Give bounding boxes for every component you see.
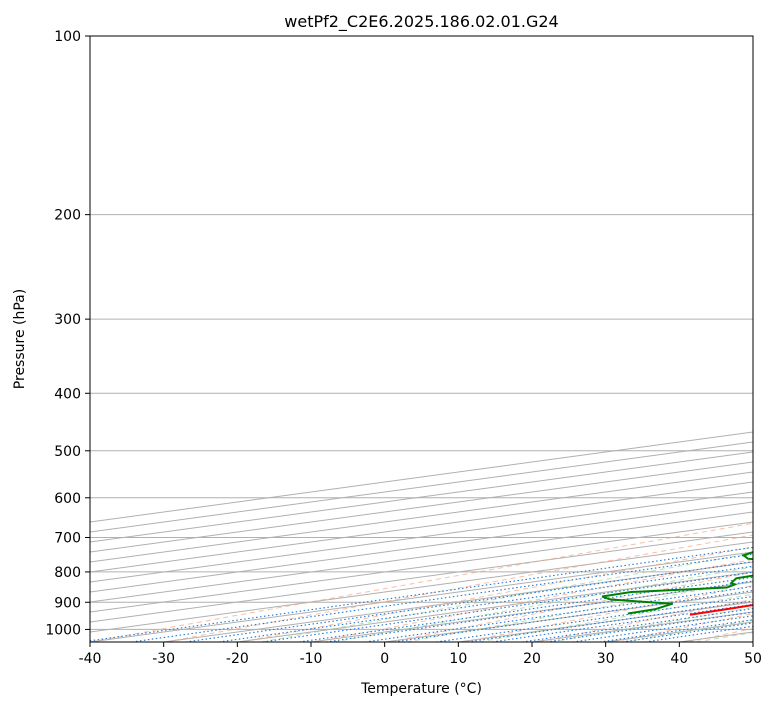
moist-adiabat bbox=[261, 552, 753, 642]
isotherm-line bbox=[310, 581, 753, 642]
x-tick-label: 30 bbox=[597, 651, 615, 667]
plot-frame bbox=[89, 35, 754, 643]
isotherm-line bbox=[531, 611, 753, 642]
isotherm-line bbox=[90, 531, 753, 623]
isotherm-line bbox=[384, 591, 753, 642]
mixing-ratio-line bbox=[645, 625, 753, 642]
x-tick-label: -30 bbox=[152, 651, 175, 667]
isotherm-line bbox=[90, 521, 753, 613]
dry-adiabat bbox=[613, 613, 753, 642]
dry-adiabat bbox=[763, 36, 775, 642]
moist-adiabat bbox=[333, 566, 753, 642]
isotherm-line bbox=[605, 621, 753, 642]
x-tick-label: -20 bbox=[226, 651, 249, 667]
dry-adiabat bbox=[239, 546, 753, 642]
isotherm-line bbox=[90, 511, 753, 603]
y-tick-label: 700 bbox=[54, 531, 81, 547]
x-tick-label: 0 bbox=[380, 651, 389, 667]
series-group bbox=[601, 551, 753, 616]
isotherm-line bbox=[90, 551, 753, 642]
x-axis: -40 -30 -20 -10 0 10 20 30 40 50 bbox=[79, 642, 762, 667]
dry-adiabat bbox=[538, 598, 753, 642]
dry-adiabat bbox=[464, 585, 753, 642]
y-tick-label: 500 bbox=[54, 444, 81, 460]
x-tick-label: -10 bbox=[300, 651, 323, 667]
y-tick-label: 900 bbox=[54, 595, 81, 611]
isotherm-line bbox=[752, 641, 753, 642]
x-tick-label: 10 bbox=[449, 651, 467, 667]
isotherm-line bbox=[90, 481, 753, 573]
isotherm-line bbox=[90, 491, 753, 583]
x-tick-label: 50 bbox=[744, 651, 762, 667]
dry-adiabat bbox=[90, 522, 753, 642]
background-lines bbox=[90, 36, 775, 642]
mixing-ratio-line bbox=[467, 600, 753, 642]
y-tick-label: 400 bbox=[54, 386, 81, 402]
isotherm-line bbox=[90, 501, 753, 593]
moist-adiabat bbox=[623, 619, 753, 642]
dewpoint-line bbox=[601, 551, 753, 615]
x-tick-label: 40 bbox=[670, 651, 688, 667]
dry-adiabat bbox=[389, 571, 753, 642]
isotherm-line bbox=[90, 461, 753, 553]
mixing-ratio-line bbox=[436, 595, 753, 642]
x-tick-label: 20 bbox=[523, 651, 541, 667]
mixing-ratio-line bbox=[492, 603, 753, 642]
y-axis-label: Pressure (hPa) bbox=[12, 289, 28, 389]
y-tick-label: 200 bbox=[54, 208, 81, 224]
y-tick-label: 100 bbox=[54, 29, 81, 45]
y-tick-label: 300 bbox=[54, 312, 81, 328]
isotherm-line bbox=[90, 431, 753, 523]
y-tick-label: 800 bbox=[54, 565, 81, 581]
moist-adiabat bbox=[478, 593, 753, 642]
y-axis: 100 200 300 400 500 600 700 800 900 1000 bbox=[45, 29, 90, 638]
isotherm-line bbox=[90, 451, 753, 543]
y-tick-label: 1000 bbox=[45, 622, 81, 638]
isotherm-line bbox=[90, 441, 753, 533]
isotherm-line bbox=[90, 471, 753, 563]
dry-adiabat bbox=[314, 558, 753, 642]
temperature-line bbox=[689, 603, 753, 616]
mixing-ratio-line bbox=[131, 553, 753, 642]
plot-area bbox=[90, 36, 775, 642]
moist-adiabat bbox=[696, 632, 753, 642]
x-tick-label: -40 bbox=[79, 651, 102, 667]
y-tick-label: 600 bbox=[54, 491, 81, 507]
mixing-ratio-line bbox=[522, 608, 753, 642]
mixing-ratio-line bbox=[546, 611, 753, 642]
mixing-ratio-line bbox=[90, 546, 753, 642]
chart-title: wetPf2_C2E6.2025.186.02.01.G24 bbox=[284, 12, 558, 32]
isotherm-line bbox=[679, 631, 753, 642]
x-axis-label: Temperature (°C) bbox=[360, 681, 482, 697]
